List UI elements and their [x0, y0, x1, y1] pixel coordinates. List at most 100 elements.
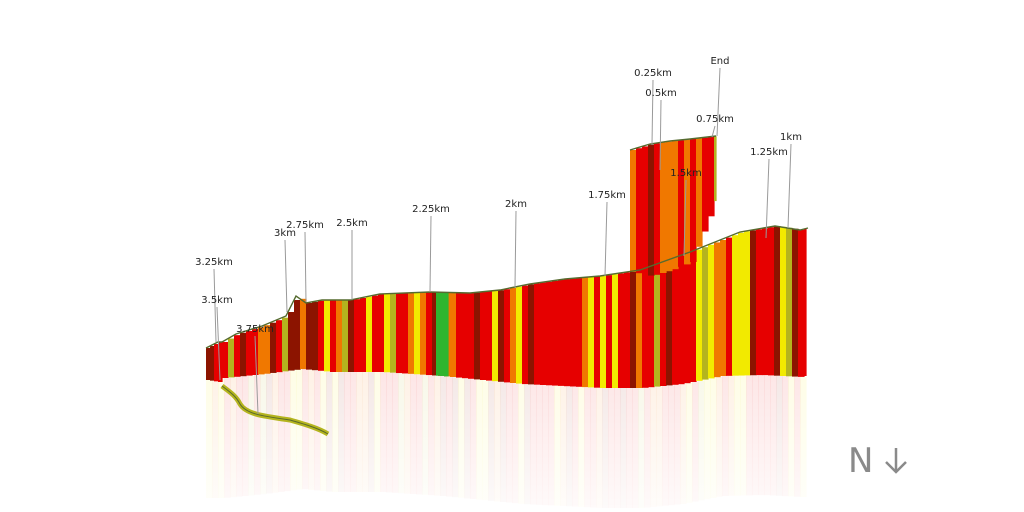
- wall-strip: [360, 298, 367, 372]
- wall-strip: [576, 278, 583, 387]
- wall-strip: [726, 237, 733, 376]
- wall-strip: [234, 335, 241, 377]
- wall-strip: [396, 293, 403, 374]
- distance-label: 1km: [780, 132, 802, 143]
- wall-strip: [606, 275, 613, 388]
- wall-strip: [666, 141, 673, 272]
- wall-strip: [600, 276, 607, 388]
- wall-strip: [270, 322, 277, 373]
- distance-leader: [254, 335, 259, 415]
- wall-strip: [654, 264, 661, 387]
- wall-strip: [492, 290, 499, 382]
- distance-label: 3.75km: [236, 324, 274, 335]
- wall-strip: [426, 292, 433, 376]
- wall-strip: [654, 143, 661, 275]
- wall-strip: [420, 292, 427, 375]
- wall-strip: [648, 144, 655, 276]
- wall-strip: [672, 140, 679, 270]
- distance-leader: [604, 201, 608, 277]
- wall-strip: [414, 292, 421, 375]
- compass: N: [848, 441, 907, 481]
- compass-letter: N: [848, 441, 873, 481]
- wall-strip: [762, 228, 769, 376]
- profile-reflection: [200, 369, 810, 512]
- wall-strip: [450, 292, 457, 377]
- distance-label: 0.25km: [634, 68, 672, 79]
- distance-label: 0.5km: [645, 88, 676, 99]
- wall-strip: [714, 242, 721, 378]
- wall-strip: [462, 292, 469, 379]
- wall-strip: [354, 299, 361, 372]
- wall-strip: [714, 136, 717, 202]
- wall-strip: [408, 292, 415, 374]
- distance-leader: [659, 99, 662, 171]
- wall-strip: [294, 300, 301, 370]
- wall-strip: [756, 229, 763, 376]
- wall-strip: [240, 332, 247, 377]
- distance-leader: [216, 306, 221, 381]
- wall-strip: [744, 231, 751, 376]
- wall-strip: [660, 262, 667, 386]
- wall-strip: [594, 276, 601, 388]
- distance-label: 2.25km: [412, 204, 450, 215]
- distance-label: 3.25km: [195, 257, 233, 268]
- distance-label: End: [710, 56, 729, 67]
- wall-strip: [564, 279, 571, 387]
- wall-strip: [288, 312, 295, 371]
- wall-strip: [798, 229, 805, 377]
- distance-leader: [716, 67, 721, 137]
- wall-strip: [642, 269, 649, 388]
- wall-strip: [702, 247, 709, 380]
- wall-strip: [792, 228, 799, 377]
- wall-strip: [582, 277, 589, 388]
- wall-strip: [206, 348, 211, 380]
- wall-strip: [690, 139, 697, 262]
- wall-strip: [636, 148, 643, 274]
- wall-strip: [780, 226, 787, 376]
- wall-strip: [534, 283, 541, 385]
- wall-strip: [486, 291, 493, 381]
- wall-strip: [684, 139, 691, 265]
- wall-strip: [672, 258, 679, 385]
- wall-strip: [528, 284, 535, 385]
- distance-leaders: [213, 67, 792, 415]
- wall-strip: [630, 271, 637, 388]
- wall-strip: [324, 300, 331, 372]
- distance-label: 0.75km: [696, 114, 734, 125]
- distance-leader: [711, 125, 716, 138]
- profile-top-edge: [629, 135, 717, 151]
- wall-strip: [678, 256, 685, 385]
- wall-strip: [636, 270, 643, 388]
- wall-strip: [648, 267, 655, 388]
- wall-strip: [642, 146, 649, 275]
- wall-strip: [498, 290, 505, 382]
- distance-label: 2km: [505, 199, 527, 210]
- wall-strip-green: [444, 292, 449, 377]
- wall-strip: [378, 294, 385, 372]
- wall-strip: [678, 140, 685, 267]
- wall-strip: [552, 280, 559, 386]
- distance-label: 3km: [274, 228, 296, 239]
- distance-label: 1.25km: [750, 147, 788, 158]
- wall-strip: [510, 288, 517, 383]
- compass-arrow-down-icon: [885, 448, 907, 474]
- distance-leader: [304, 231, 307, 303]
- wall-strip: [588, 277, 595, 388]
- wall-strip-green: [436, 292, 441, 376]
- wall-strip: [330, 300, 337, 372]
- wall-strip: [750, 230, 757, 376]
- wall-strip: [390, 293, 397, 373]
- wall-strip: [540, 282, 547, 385]
- wall-strip: [732, 235, 739, 376]
- wall-strip: [474, 292, 481, 380]
- wall-strip: [690, 252, 697, 382]
- reflection-fade: [200, 370, 810, 512]
- distance-label: 2.5km: [336, 218, 367, 229]
- distance-leader: [429, 215, 432, 293]
- wall-strip: [306, 303, 313, 370]
- distance-leader: [514, 210, 517, 288]
- wall-strip: [570, 278, 577, 387]
- distance-label: 3.5km: [201, 295, 232, 306]
- wall-strip: [384, 293, 391, 373]
